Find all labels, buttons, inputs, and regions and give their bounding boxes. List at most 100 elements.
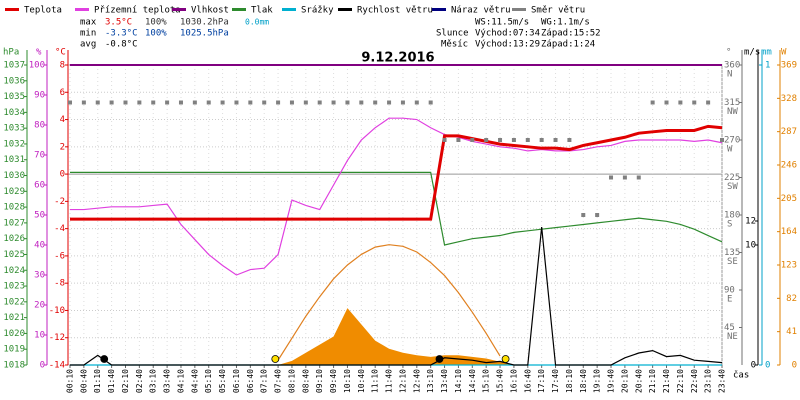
stat: 1030.2hPa <box>180 18 229 28</box>
tick-label: 4 <box>60 115 65 125</box>
direction-mark <box>123 100 128 105</box>
x-tick-label: 01:10 <box>93 369 102 393</box>
tick-label: -10 <box>49 306 65 316</box>
stat-label: avg <box>80 40 96 50</box>
tick-label: 1037 <box>3 61 25 71</box>
tick-label: 135 <box>724 248 740 258</box>
direction-mark <box>276 100 281 105</box>
legend-swatch <box>512 8 526 11</box>
x-tick-label: 22:10 <box>676 369 685 393</box>
direction-mark <box>692 100 697 105</box>
x-tick-label: 18:40 <box>579 369 588 393</box>
direction-mark <box>470 138 475 142</box>
legend-swatch <box>5 8 19 11</box>
direction-mark <box>400 100 405 105</box>
series-line <box>70 124 723 221</box>
compass-label: N <box>727 70 732 80</box>
tick-label: 90 <box>34 91 45 101</box>
tick-label: 164 <box>781 227 797 237</box>
tick-label: 1034 <box>3 108 25 118</box>
stat: 100% <box>145 29 167 39</box>
tick-label: 1031 <box>3 155 25 165</box>
x-tick-label: 11:40 <box>385 369 394 393</box>
direction-mark <box>81 100 86 105</box>
axis-unit: ° <box>726 48 731 58</box>
direction-mark <box>151 100 156 105</box>
compass-label: E <box>727 295 732 305</box>
direction-mark <box>428 100 433 105</box>
tick-label: 287 <box>781 127 797 137</box>
tick-label: -6 <box>54 251 65 261</box>
tick-label: 1019 <box>3 345 25 355</box>
x-tick-label: 20:10 <box>620 369 629 393</box>
x-tick-label: 02:10 <box>121 369 130 393</box>
x-tick-label: 06:10 <box>232 369 241 393</box>
tick-label: 0 <box>60 170 65 180</box>
legend-swatch <box>75 8 89 11</box>
direction-mark <box>622 175 627 180</box>
direction-mark <box>192 100 197 105</box>
astro-marker <box>501 355 510 363</box>
legend-label: Směr větru <box>531 6 585 16</box>
direction-mark <box>387 100 392 105</box>
legend-label: Vlhkost <box>191 6 229 16</box>
stat-label: max <box>80 18 97 28</box>
tick-label: 1027 <box>3 218 25 228</box>
x-tick-label: 00:10 <box>66 369 75 393</box>
direction-mark <box>567 138 572 142</box>
tick-label: 1025 <box>3 250 25 260</box>
x-tick-label: 21:10 <box>648 369 657 393</box>
x-tick-label: 06:40 <box>246 369 255 393</box>
series-line <box>277 244 501 361</box>
direction-mark <box>303 100 308 105</box>
direction-mark <box>331 100 336 105</box>
legend-label: Náraz větru <box>451 6 511 16</box>
x-tick-label: 03:10 <box>149 369 158 393</box>
tick-label: 8 <box>60 61 65 71</box>
direction-mark <box>720 138 724 142</box>
stat: -3.3°C <box>105 29 138 39</box>
astro-marker <box>100 355 109 363</box>
x-tick-label: 00:40 <box>79 369 88 393</box>
x-tick-label: 23:40 <box>718 369 727 393</box>
direction-mark <box>581 213 586 217</box>
tick-label: 20 <box>34 301 45 311</box>
x-tick-label: 22:40 <box>690 369 699 393</box>
direction-mark <box>636 175 641 180</box>
tick-label: 225 <box>724 173 740 183</box>
x-tick-label: 09:10 <box>315 369 324 393</box>
sun-label: Slunce <box>436 29 469 39</box>
x-axis-label: čas <box>733 370 749 381</box>
tick-label: -2 <box>54 197 65 207</box>
stat: -0.8°C <box>105 40 138 50</box>
x-tick-label: 07:10 <box>260 369 269 393</box>
stat: WG:1.1m/s <box>541 18 590 28</box>
tick-label: 10 <box>34 331 45 341</box>
direction-mark <box>289 100 294 105</box>
x-tick-label: 10:40 <box>357 369 366 393</box>
tick-label: 41 <box>786 327 797 337</box>
direction-mark <box>456 138 461 142</box>
stat: WS:11.5m/s <box>475 18 529 28</box>
legend-label: Rychlost větru <box>357 6 433 16</box>
axis-unit: m/s <box>744 48 760 58</box>
direction-mark <box>317 100 322 105</box>
direction-mark <box>498 138 503 142</box>
tick-label: 1032 <box>3 139 25 149</box>
axis-unit: % <box>36 48 42 58</box>
x-tick-label: 07:40 <box>274 369 283 393</box>
direction-mark <box>414 100 419 105</box>
series-line <box>70 226 723 366</box>
tick-label: 0 <box>792 361 797 371</box>
tick-label: 10 <box>745 241 756 251</box>
direction-mark <box>178 100 183 105</box>
legend-swatch <box>282 8 296 11</box>
x-tick-label: 08:40 <box>301 369 310 393</box>
x-tick-label: 08:10 <box>287 369 296 393</box>
direction-mark <box>137 100 142 105</box>
legend-label: Teplota <box>24 6 62 16</box>
tick-label: 123 <box>781 261 797 271</box>
direction-mark <box>359 100 364 105</box>
legend-label: Přízemní teplota <box>94 6 181 16</box>
